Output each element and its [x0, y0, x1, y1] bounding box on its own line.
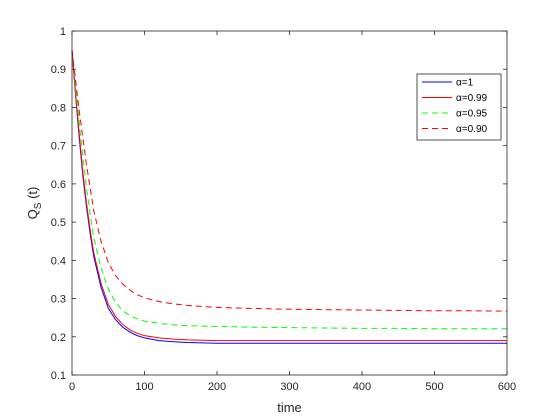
x-tick-label: 100 — [135, 381, 153, 393]
legend: α=1 α=0.99 α=0.95 α=0.90 — [416, 73, 502, 141]
legend-label-0: α=1 — [456, 78, 474, 89]
y-axis-label-subscript: S — [33, 202, 44, 209]
y-axis-label-suffix: (t) — [25, 187, 40, 203]
y-tick-label: 0.1 — [51, 370, 66, 382]
y-axis-label-main: Q — [25, 209, 40, 219]
y-tick-label: 0.9 — [51, 64, 66, 76]
x-tick-label: 0 — [69, 381, 75, 393]
x-tick-label: 200 — [208, 381, 226, 393]
series-line-1 — [71, 50, 507, 342]
tick-layer: 0 100 200 300 400 500 600 0.1 0.2 0.3 0.4 0.5 0.6 0.7… — [51, 26, 516, 393]
legend-label-2: α=0.95 — [456, 109, 488, 120]
x-tick-label: 500 — [425, 381, 443, 393]
y-axis-label: QS (t) — [25, 187, 44, 220]
series-line-0 — [71, 50, 507, 344]
series-line-2 — [71, 50, 507, 330]
x-tick-label: 400 — [353, 381, 371, 393]
legend-box — [416, 73, 502, 141]
y-tick-label: 0.8 — [51, 102, 66, 114]
y-tick-label: 0.5 — [51, 217, 66, 229]
y-tick-label: 0.6 — [51, 179, 66, 191]
legend-label-1: α=0.99 — [456, 93, 488, 104]
y-tick-label: 0.3 — [51, 294, 66, 306]
series-layer — [71, 50, 508, 344]
x-axis-label: time — [277, 400, 302, 415]
y-tick-label: 0.4 — [51, 255, 66, 267]
legend-items: α=1 α=0.99 α=0.95 α=0.90 — [422, 78, 488, 135]
x-tick-label: 600 — [498, 381, 516, 393]
y-tick-label: 0.7 — [51, 141, 66, 153]
legend-label-3: α=0.90 — [456, 124, 488, 135]
series-line-3 — [71, 50, 508, 312]
y-tick-label: 0.2 — [51, 332, 66, 344]
x-tick-label: 300 — [280, 381, 298, 393]
y-tick-label: 1 — [60, 26, 66, 38]
